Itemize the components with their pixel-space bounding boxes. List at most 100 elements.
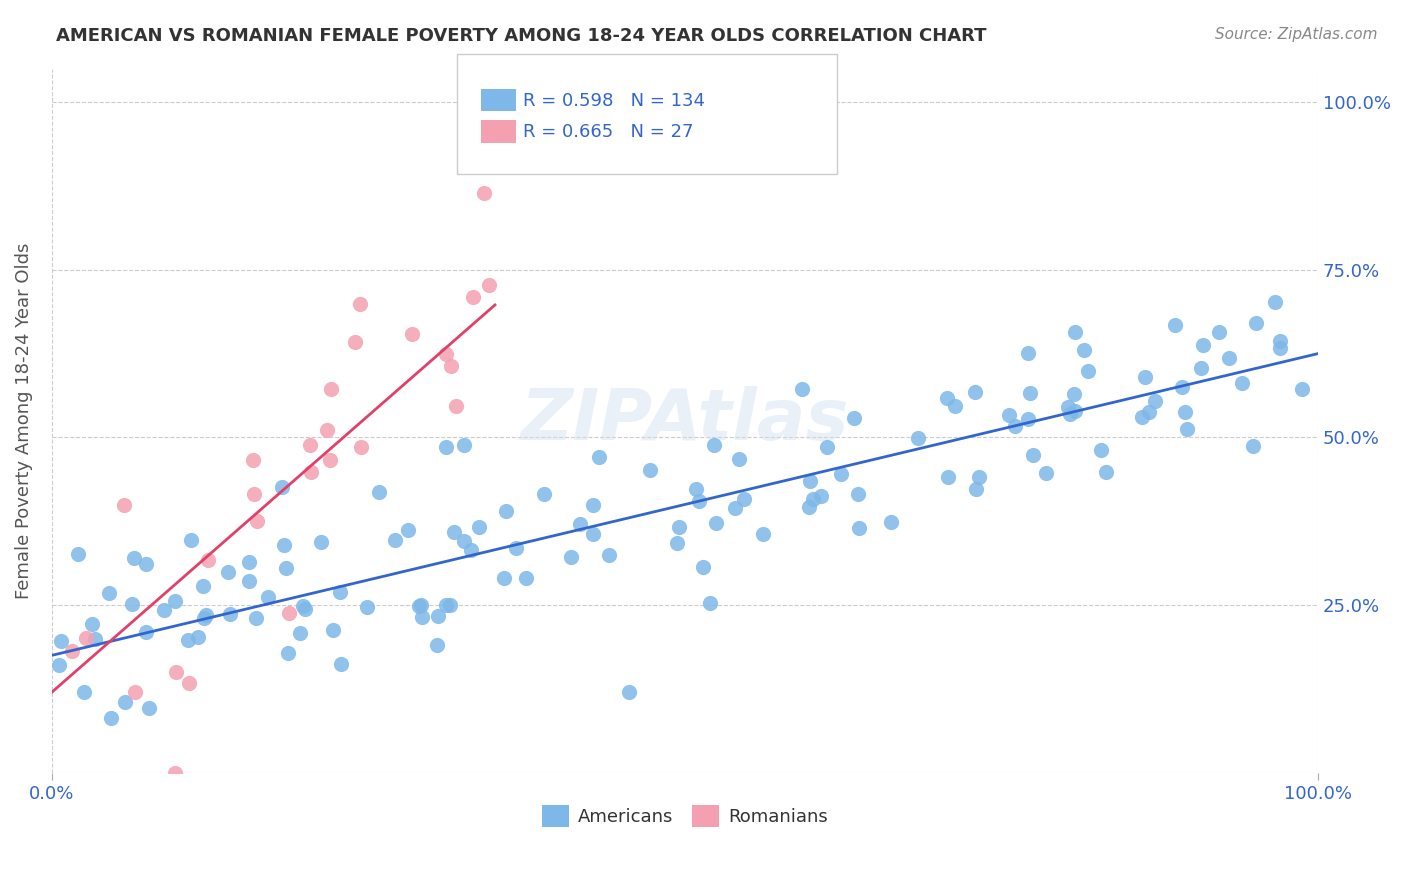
Point — [288, 626, 311, 640]
Point — [153, 602, 176, 616]
Point — [319, 453, 342, 467]
Point — [277, 646, 299, 660]
Point — [322, 623, 344, 637]
Point — [478, 278, 501, 293]
Point — [84, 632, 107, 646]
Point — [943, 400, 966, 414]
Point — [350, 440, 373, 454]
Point — [1164, 318, 1187, 333]
Point — [274, 561, 297, 575]
Point — [963, 384, 986, 399]
Point — [165, 594, 187, 608]
Point — [533, 487, 555, 501]
Point — [138, 700, 160, 714]
Point — [801, 492, 824, 507]
Point — [238, 555, 260, 569]
Point — [515, 571, 537, 585]
Point — [1073, 343, 1095, 358]
Point — [1264, 294, 1286, 309]
Point — [122, 551, 145, 566]
Point — [938, 469, 960, 483]
Point — [569, 517, 592, 532]
Point — [165, 665, 187, 679]
Point — [1004, 419, 1026, 434]
Text: ZIPAtlas: ZIPAtlas — [520, 386, 849, 455]
Point — [582, 527, 605, 541]
Point — [588, 450, 610, 464]
Point — [384, 533, 406, 547]
Point — [1241, 439, 1264, 453]
Point — [935, 391, 957, 405]
Point — [848, 521, 870, 535]
Point — [48, 658, 70, 673]
Point — [1268, 334, 1291, 348]
Point — [177, 633, 200, 648]
Point — [439, 598, 461, 612]
Point — [315, 423, 337, 437]
Point — [114, 695, 136, 709]
Point — [460, 543, 482, 558]
Point — [472, 186, 495, 200]
Point — [294, 601, 316, 615]
Point — [1064, 326, 1087, 340]
Point — [685, 482, 707, 496]
Point — [453, 533, 475, 548]
Point — [434, 599, 457, 613]
Point — [256, 590, 278, 604]
Point — [344, 334, 367, 349]
Point — [278, 607, 301, 621]
Point — [1189, 361, 1212, 376]
Point — [830, 467, 852, 482]
Point — [292, 599, 315, 614]
Point — [177, 675, 200, 690]
Point — [401, 326, 423, 341]
Point — [1077, 364, 1099, 378]
Point — [751, 527, 773, 541]
Point — [797, 500, 820, 514]
Point — [66, 548, 89, 562]
Point — [1244, 316, 1267, 330]
Point — [1218, 351, 1240, 365]
Point — [688, 493, 710, 508]
Point — [246, 515, 269, 529]
Point — [1144, 393, 1167, 408]
Point — [98, 586, 121, 600]
Point — [1059, 407, 1081, 421]
Point — [135, 558, 157, 572]
Point — [1018, 386, 1040, 401]
Point — [193, 611, 215, 625]
Point — [1174, 405, 1197, 419]
Point — [907, 431, 929, 445]
Point — [1208, 325, 1230, 339]
Point — [666, 535, 689, 549]
Point — [1171, 380, 1194, 394]
Point — [1017, 411, 1039, 425]
Point — [434, 347, 457, 361]
Point — [299, 438, 322, 452]
Text: R = 0.665   N = 27: R = 0.665 N = 27 — [523, 123, 693, 141]
Point — [1017, 345, 1039, 359]
Point — [582, 498, 605, 512]
Point — [436, 440, 458, 454]
Point — [1056, 400, 1078, 414]
Point — [505, 541, 527, 555]
Point — [443, 524, 465, 539]
Point — [733, 491, 755, 506]
Point — [329, 585, 352, 599]
Point — [299, 465, 322, 479]
Point — [1035, 467, 1057, 481]
Legend: Americans, Romanians: Americans, Romanians — [536, 797, 835, 834]
Point — [815, 440, 838, 454]
Point — [1064, 404, 1087, 418]
Point — [124, 685, 146, 699]
Point — [1022, 448, 1045, 462]
Point — [1137, 405, 1160, 419]
Point — [461, 290, 484, 304]
Point — [1291, 382, 1313, 396]
Point — [1133, 370, 1156, 384]
Point — [271, 480, 294, 494]
Point — [245, 611, 267, 625]
Point — [409, 599, 432, 613]
Point — [728, 451, 751, 466]
Point — [193, 579, 215, 593]
